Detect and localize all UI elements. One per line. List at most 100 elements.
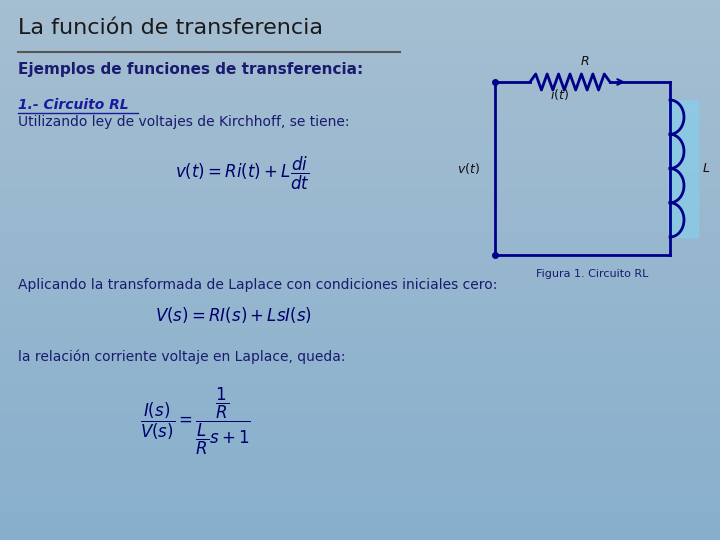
Bar bbox=[0, 202, 720, 205]
Bar bbox=[0, 494, 720, 497]
Bar bbox=[0, 491, 720, 494]
Bar bbox=[0, 40, 720, 43]
Bar bbox=[0, 251, 720, 254]
Bar bbox=[0, 200, 720, 202]
Bar bbox=[0, 167, 720, 170]
Bar bbox=[0, 505, 720, 508]
Bar bbox=[0, 475, 720, 478]
Text: La función de transferencia: La función de transferencia bbox=[18, 18, 323, 38]
Bar bbox=[0, 510, 720, 513]
Bar bbox=[0, 529, 720, 532]
Bar bbox=[0, 451, 720, 454]
Bar bbox=[0, 335, 720, 338]
Bar bbox=[0, 89, 720, 92]
Bar bbox=[0, 278, 720, 281]
Bar bbox=[0, 408, 720, 410]
Bar bbox=[0, 397, 720, 400]
Bar bbox=[0, 346, 720, 348]
Bar bbox=[0, 157, 720, 159]
Bar bbox=[0, 238, 720, 240]
Text: la relación corriente voltaje en Laplace, queda:: la relación corriente voltaje en Laplace… bbox=[18, 350, 346, 364]
Bar bbox=[0, 30, 720, 32]
Bar bbox=[0, 273, 720, 275]
Bar bbox=[0, 148, 720, 151]
Bar bbox=[0, 456, 720, 459]
Bar bbox=[0, 332, 720, 335]
Bar bbox=[0, 262, 720, 265]
Bar bbox=[0, 508, 720, 510]
Bar bbox=[0, 427, 720, 429]
Text: Figura 1. Circuito RL: Figura 1. Circuito RL bbox=[536, 269, 649, 279]
Bar bbox=[0, 521, 720, 524]
Bar bbox=[0, 437, 720, 440]
Bar bbox=[0, 51, 720, 54]
Bar bbox=[0, 224, 720, 227]
Bar bbox=[0, 216, 720, 219]
Bar bbox=[0, 16, 720, 19]
Bar bbox=[0, 327, 720, 329]
Bar bbox=[0, 162, 720, 165]
Bar bbox=[0, 243, 720, 246]
Bar bbox=[0, 184, 720, 186]
Bar bbox=[0, 286, 720, 289]
Bar bbox=[0, 176, 720, 178]
Bar bbox=[0, 97, 720, 100]
Bar bbox=[0, 135, 720, 138]
Bar bbox=[0, 359, 720, 362]
Bar bbox=[0, 14, 720, 16]
Text: $V(s) = RI(s) + LsI(s)$: $V(s) = RI(s) + LsI(s)$ bbox=[155, 305, 312, 325]
Bar bbox=[0, 208, 720, 211]
Bar bbox=[0, 11, 720, 14]
Bar bbox=[0, 5, 720, 8]
Bar bbox=[0, 94, 720, 97]
Bar bbox=[668, 100, 698, 237]
Bar bbox=[0, 181, 720, 184]
Text: 1.- Circuito RL: 1.- Circuito RL bbox=[18, 98, 129, 112]
Bar bbox=[0, 143, 720, 146]
Bar bbox=[0, 297, 720, 300]
Bar bbox=[0, 105, 720, 108]
Bar bbox=[0, 394, 720, 397]
Bar bbox=[0, 424, 720, 427]
Bar bbox=[0, 464, 720, 467]
Bar bbox=[0, 65, 720, 68]
Bar bbox=[0, 454, 720, 456]
Bar bbox=[0, 532, 720, 535]
Bar bbox=[0, 76, 720, 78]
Bar bbox=[0, 386, 720, 389]
Bar bbox=[0, 0, 720, 3]
Bar bbox=[0, 378, 720, 381]
Bar bbox=[0, 281, 720, 284]
Bar bbox=[0, 413, 720, 416]
Bar bbox=[0, 213, 720, 216]
Bar bbox=[0, 54, 720, 57]
Bar bbox=[0, 518, 720, 521]
Bar bbox=[0, 259, 720, 262]
Bar bbox=[0, 502, 720, 505]
Bar bbox=[0, 432, 720, 435]
Bar bbox=[0, 235, 720, 238]
Text: Aplicando la transformada de Laplace con condiciones iniciales cero:: Aplicando la transformada de Laplace con… bbox=[18, 278, 498, 292]
Bar bbox=[0, 113, 720, 116]
Bar bbox=[0, 481, 720, 483]
Text: $i(t)$: $i(t)$ bbox=[550, 87, 569, 102]
Bar bbox=[0, 70, 720, 73]
Bar bbox=[0, 49, 720, 51]
Text: Utilizando ley de voltajes de Kirchhoff, se tiene:: Utilizando ley de voltajes de Kirchhoff,… bbox=[18, 115, 349, 129]
Bar bbox=[0, 186, 720, 189]
Bar bbox=[0, 467, 720, 470]
Bar bbox=[0, 400, 720, 402]
Bar bbox=[0, 389, 720, 392]
Text: $R$: $R$ bbox=[580, 55, 590, 68]
Bar bbox=[0, 462, 720, 464]
Bar bbox=[0, 443, 720, 445]
Bar bbox=[0, 478, 720, 481]
Bar bbox=[0, 108, 720, 111]
Bar bbox=[0, 305, 720, 308]
Bar bbox=[0, 486, 720, 489]
Bar bbox=[0, 132, 720, 135]
Bar bbox=[0, 232, 720, 235]
Bar bbox=[0, 43, 720, 46]
Bar bbox=[0, 313, 720, 316]
Bar bbox=[0, 227, 720, 229]
